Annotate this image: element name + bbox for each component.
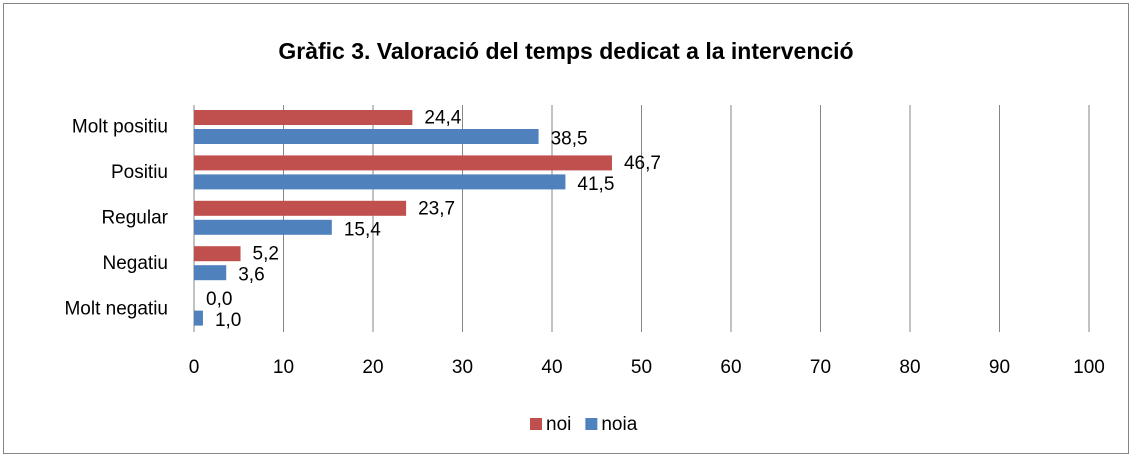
bar xyxy=(194,129,539,144)
data-label: 38,5 xyxy=(551,129,588,150)
legend-label: noi xyxy=(546,414,571,435)
data-label: 3,6 xyxy=(238,265,264,286)
data-label: 0,0 xyxy=(206,289,232,310)
legend-swatch xyxy=(530,418,542,430)
data-label: 24,4 xyxy=(424,108,461,129)
x-tick-label: 40 xyxy=(541,357,562,378)
data-label: 41,5 xyxy=(577,174,614,195)
y-tick-label: Molt positiu xyxy=(72,117,168,138)
y-tick-label: Regular xyxy=(101,208,168,229)
x-tick-label: 100 xyxy=(1073,357,1105,378)
bar xyxy=(194,110,413,125)
chart-border xyxy=(3,3,1129,454)
y-tick-label: Positiu xyxy=(111,162,168,183)
x-tick-label: 10 xyxy=(273,357,294,378)
y-tick-label: Molt negatiu xyxy=(64,298,168,319)
bar xyxy=(194,219,332,235)
data-label: 15,4 xyxy=(344,219,381,240)
x-tick-label: 90 xyxy=(989,357,1010,378)
data-label: 1,0 xyxy=(215,310,241,331)
data-label: 23,7 xyxy=(418,198,455,219)
legend-label: noia xyxy=(601,414,637,435)
bar xyxy=(194,246,241,262)
x-tick-label: 0 xyxy=(189,357,200,378)
bar xyxy=(194,265,227,281)
chart-title: Gràfic 3. Valoració del temps dedicat a … xyxy=(278,38,853,64)
bar xyxy=(194,155,612,171)
x-tick-label: 20 xyxy=(362,357,383,378)
bar xyxy=(194,310,203,326)
x-tick-label: 50 xyxy=(631,357,652,378)
y-tick-label: Negatiu xyxy=(103,253,169,274)
x-tick-label: 30 xyxy=(452,357,473,378)
bar xyxy=(194,200,407,216)
x-tick-label: 60 xyxy=(720,357,741,378)
legend-swatch xyxy=(585,418,598,430)
x-tick-label: 70 xyxy=(810,357,831,378)
data-label: 5,2 xyxy=(253,244,279,265)
x-tick-label: 80 xyxy=(899,357,920,378)
bar xyxy=(194,174,566,190)
data-label: 46,7 xyxy=(624,153,661,174)
